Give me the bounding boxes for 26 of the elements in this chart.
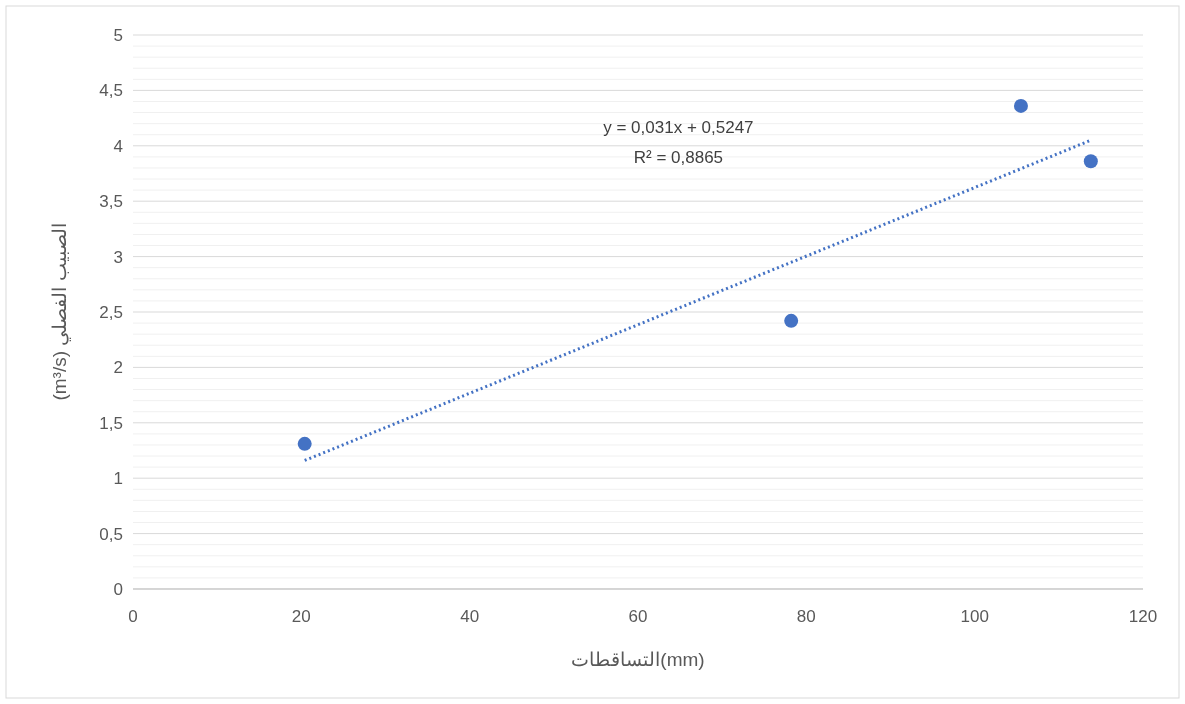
- y-tick-label: 1,5: [99, 413, 123, 433]
- point: [784, 313, 799, 328]
- x-axis-title: التساقطات(mm): [571, 649, 705, 670]
- point: [1013, 98, 1028, 113]
- x-tick-label: 40: [460, 607, 480, 626]
- annotation: y = 0,031x + 0,5247: [603, 118, 754, 137]
- y-tick-label: 2: [113, 358, 123, 378]
- x-tick-label: 100: [960, 607, 989, 626]
- point: [297, 436, 312, 451]
- point: [1083, 154, 1098, 169]
- x-tick-label: 60: [628, 607, 648, 626]
- y-tick-label: 4,5: [99, 81, 123, 101]
- y-tick-label: 0,5: [99, 524, 123, 544]
- y-tick-label: 4: [113, 136, 123, 156]
- x-tick-label: 20: [291, 607, 311, 626]
- x-tick-label: 0: [128, 607, 138, 626]
- y-tick-label: 5: [113, 26, 123, 45]
- x-tick-label: 120: [1128, 607, 1158, 626]
- y-tick-label: 2,5: [99, 303, 123, 322]
- annotation: R² = 0,8865: [633, 148, 724, 167]
- y-axis-title: (m³/s) الصبيب الفصلي: [49, 223, 71, 401]
- y-tick-label: 3: [113, 247, 123, 267]
- x-tick-label: 80: [796, 607, 816, 626]
- y-tick-label: 1: [113, 469, 123, 489]
- y-tick-label: 3,5: [99, 192, 123, 212]
- y-tick-label: 0: [113, 580, 123, 599]
